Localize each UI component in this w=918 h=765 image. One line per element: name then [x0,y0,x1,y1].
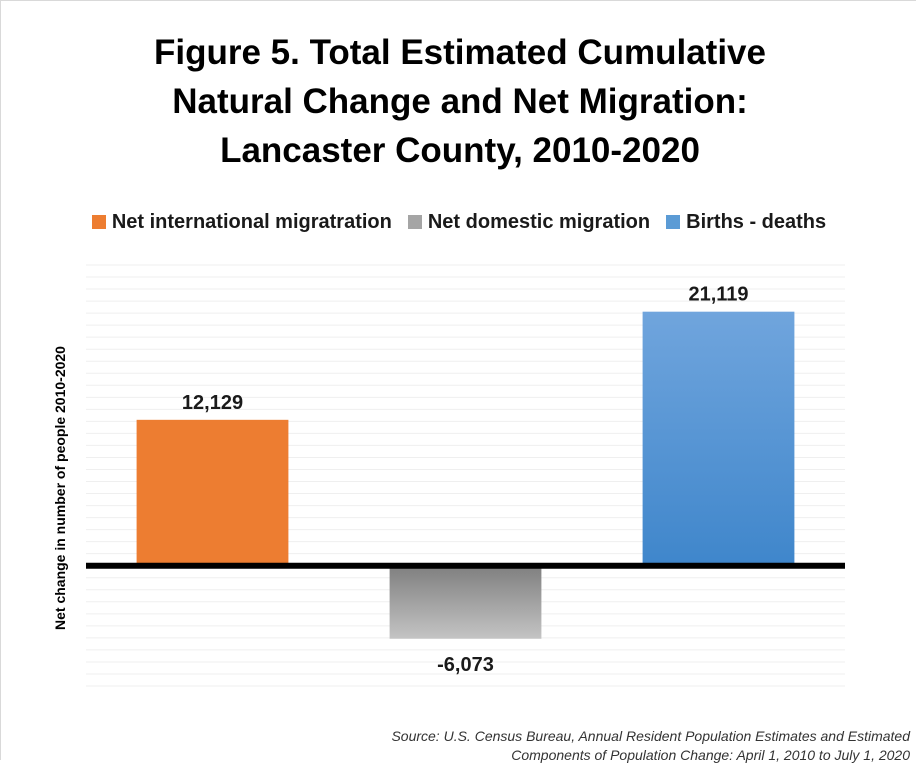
legend-swatch-domestic [407,215,422,229]
bar-births-deaths [642,311,795,566]
source-line-1: Source: U.S. Census Bureau, Annual Resid… [391,728,910,744]
data-labels: 12,129 -6,073 21,119 [182,284,749,676]
legend-label-domestic: Net domestic migration [427,210,651,233]
legend-item-international: Net international migratration [91,210,392,234]
chart-legend: Net international migratration Net domes… [0,207,918,237]
source-line-2: Components of Population Change: April 1… [511,747,910,763]
bar-domestic [389,565,542,639]
data-label-international: 12,129 [182,392,243,414]
legend-swatch-births-deaths [666,215,681,229]
legend-item-births-deaths: Births - deaths [666,211,826,234]
bars [136,311,795,639]
y-axis-label: Net change in number of people 2010-2020 [52,346,68,630]
legend-swatch-international [91,215,106,229]
legend-label-births-deaths: Births - deaths [686,210,827,233]
source-note: Source: U.S. Census Bureau, Annual Resid… [210,727,910,765]
bar-international [136,419,289,566]
legend-item-domestic: Net domestic migration [407,210,651,234]
legend-label-international: Net international migratration [111,210,392,233]
data-label-births-deaths: 21,119 [688,284,748,306]
chart-title: Figure 5. Total Estimated Cumulative Nat… [60,28,860,175]
data-label-domestic: -6,073 [437,654,494,676]
title-line-2: Natural Change and Net Migration: [172,82,748,121]
title-line-1: Figure 5. Total Estimated Cumulative [154,33,766,72]
title-line-3: Lancaster County, 2010-2020 [220,131,700,170]
